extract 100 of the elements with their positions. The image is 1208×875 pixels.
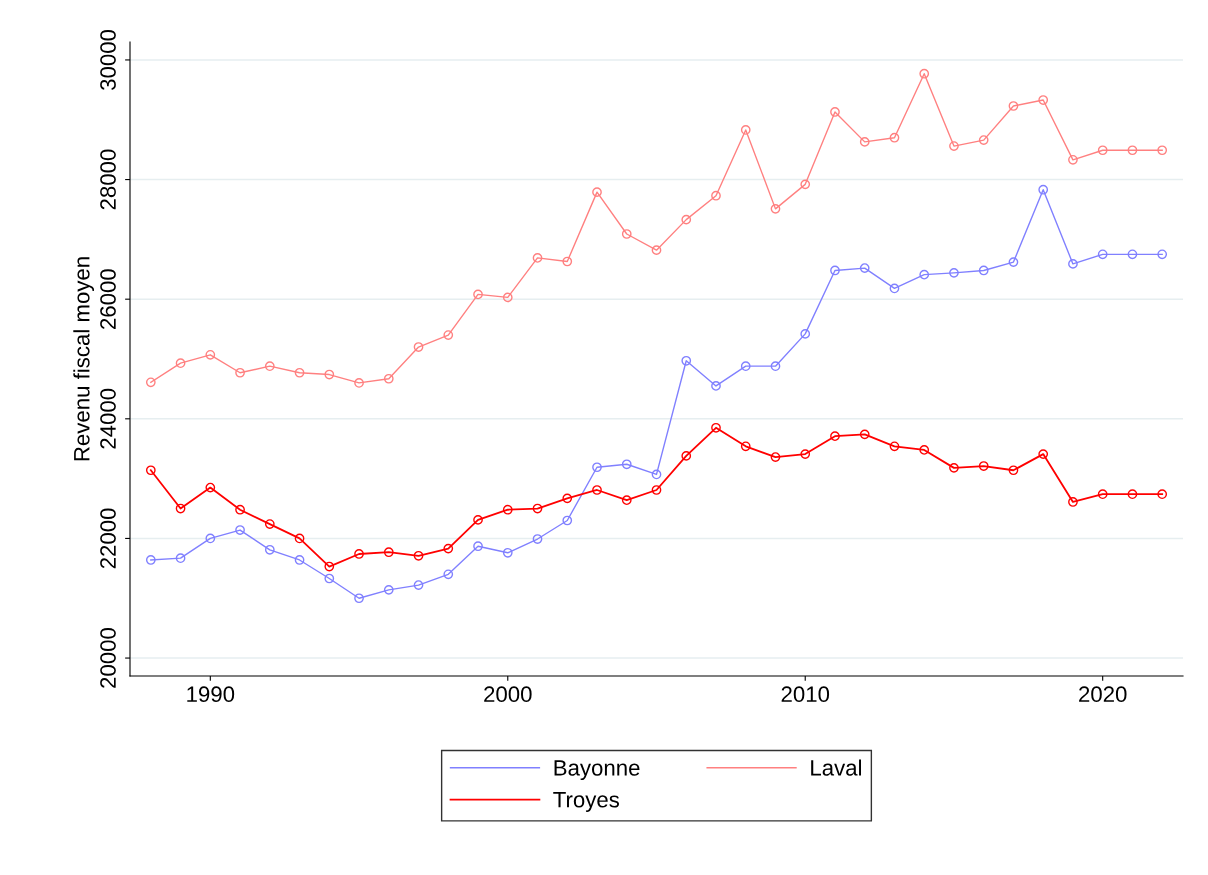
point <box>294 367 305 378</box>
point <box>919 445 930 455</box>
point <box>859 263 870 273</box>
point <box>473 541 483 552</box>
point <box>1008 465 1019 476</box>
point <box>205 349 216 360</box>
y-tick-label: 22000 <box>100 508 116 569</box>
point <box>770 361 781 372</box>
point <box>1097 249 1108 260</box>
point <box>294 555 305 565</box>
point <box>770 204 781 214</box>
point <box>324 369 335 380</box>
y-axis-title: Revenu fiscal moyen <box>73 257 95 461</box>
point <box>1038 449 1049 459</box>
point <box>949 141 959 151</box>
point <box>651 485 662 495</box>
point <box>1008 101 1019 111</box>
point <box>740 125 751 135</box>
point <box>532 534 543 544</box>
point <box>681 355 692 366</box>
point <box>800 329 811 339</box>
point <box>889 283 900 294</box>
legend-label: Troyes <box>553 792 620 812</box>
point <box>978 461 989 471</box>
point <box>770 452 781 462</box>
y-tick-label: 30000 <box>100 29 116 90</box>
point <box>145 377 156 388</box>
point <box>919 269 930 280</box>
point <box>502 292 513 303</box>
x-tick-label: 1990 <box>187 686 235 703</box>
point <box>205 533 216 544</box>
y-tick-label: 20000 <box>100 628 116 688</box>
point <box>413 550 424 561</box>
point <box>532 253 543 263</box>
point <box>1008 257 1019 267</box>
point <box>502 504 513 515</box>
point <box>264 361 275 372</box>
point <box>621 459 632 470</box>
point <box>562 493 573 504</box>
point <box>264 519 275 529</box>
point <box>413 342 424 352</box>
point <box>621 229 632 239</box>
point <box>621 495 632 506</box>
point <box>1127 489 1138 500</box>
point <box>800 449 811 459</box>
point <box>145 465 156 476</box>
legend-label: Bayonne <box>554 760 640 781</box>
point <box>592 485 602 495</box>
point <box>473 515 483 525</box>
point <box>264 544 275 555</box>
point <box>532 503 543 514</box>
point <box>443 330 454 340</box>
y-tick-label: 24000 <box>100 388 116 449</box>
point <box>949 462 959 473</box>
point <box>205 482 216 493</box>
x-tick-label: 2000 <box>484 686 532 703</box>
point <box>502 547 513 558</box>
point <box>294 533 305 544</box>
point <box>324 561 335 572</box>
point <box>443 569 454 580</box>
point <box>711 422 721 433</box>
x-tick-label: 2020 <box>1079 686 1127 703</box>
y-tick-label: 26000 <box>100 269 116 329</box>
point <box>889 132 900 143</box>
point <box>889 441 900 452</box>
point <box>562 256 573 267</box>
point <box>830 107 840 117</box>
point <box>1038 184 1049 195</box>
point <box>1068 259 1078 269</box>
point <box>443 543 454 554</box>
point <box>711 190 721 201</box>
point <box>711 381 721 391</box>
x-tick-label: 2010 <box>781 686 830 703</box>
point <box>1097 489 1108 500</box>
point <box>1157 145 1168 156</box>
point <box>592 462 602 473</box>
point <box>949 268 959 278</box>
point <box>354 549 364 559</box>
point <box>978 135 989 145</box>
point <box>235 367 245 378</box>
point <box>1157 249 1168 260</box>
point <box>1127 145 1138 156</box>
point <box>145 555 156 565</box>
point <box>651 469 662 480</box>
point <box>1127 249 1138 260</box>
point <box>681 451 692 461</box>
point <box>1068 497 1078 507</box>
point <box>740 361 751 372</box>
point <box>1068 154 1078 165</box>
point <box>919 68 930 79</box>
point <box>978 265 989 276</box>
point <box>740 441 751 452</box>
point <box>175 503 186 514</box>
point <box>383 547 394 558</box>
point <box>473 289 483 300</box>
point <box>592 187 602 197</box>
point <box>830 431 840 442</box>
point <box>235 504 245 515</box>
y-tick-label: 28000 <box>100 149 116 210</box>
point <box>681 214 692 225</box>
